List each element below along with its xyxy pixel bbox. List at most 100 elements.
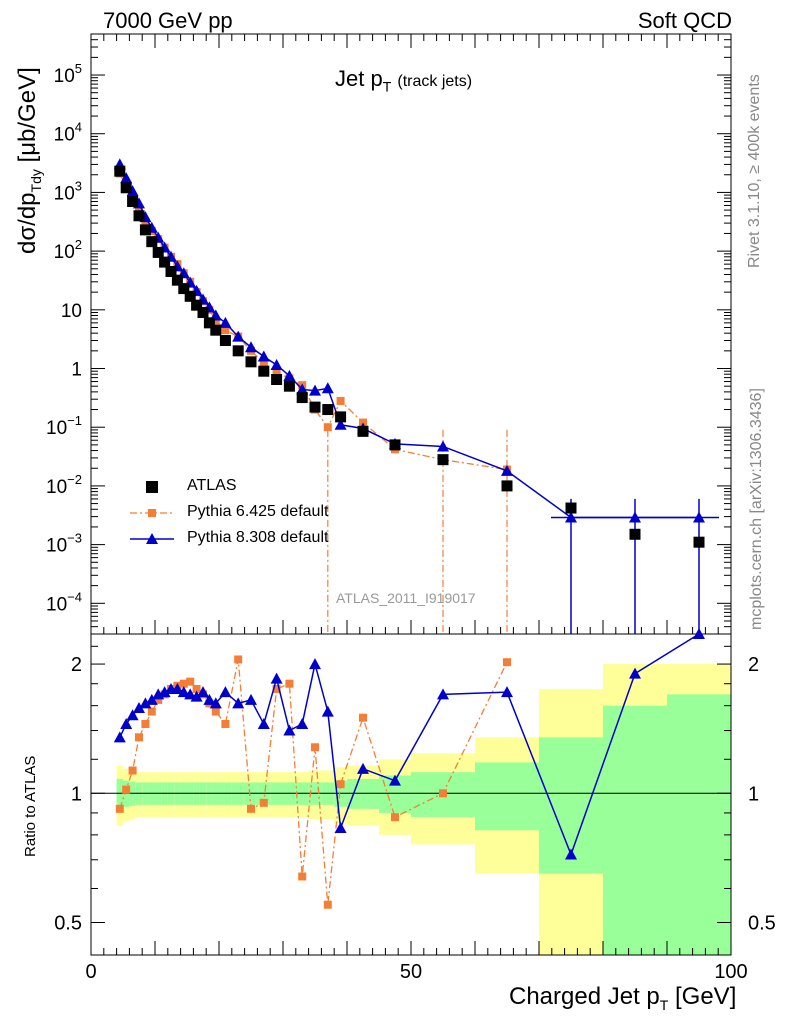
pythia6-point (336, 396, 345, 405)
pythia8-ratio-point (113, 731, 126, 743)
pythia6-ratio-point (115, 804, 124, 813)
pythia8-ratio-point (203, 693, 216, 705)
plot-title-extra: (track jets) (397, 73, 473, 90)
atlas-point (210, 324, 222, 336)
atlas-point (165, 265, 177, 277)
pythia8-ratio-point (437, 688, 449, 700)
pythia8-ratio-point (184, 688, 197, 700)
analysis-watermark: ATLAS_2011_I919017 (336, 590, 476, 606)
y-tick-label: 103 (54, 178, 82, 204)
pythia6-ratio-point (135, 733, 143, 742)
y-label-top-unit: [μb/GeV] (14, 67, 41, 163)
atlas-point (322, 404, 334, 416)
pythia8-ratio-point (321, 705, 334, 717)
pythia8-ratio-point (501, 686, 513, 698)
pythia6-ratio-point (141, 720, 150, 729)
atlas-point (271, 373, 283, 385)
atlas-point (203, 317, 215, 329)
pythia8-ratio-point (232, 697, 245, 709)
atlas-point (133, 210, 145, 222)
x-axis-label: Charged Jet pT [GeV] (509, 983, 736, 1013)
pythia6-ratio-point (186, 677, 195, 686)
rivet-version-text: Rivet 3.1.10, ≥ 400k events (746, 74, 763, 268)
y-tick-label: 1 (71, 360, 82, 381)
pythia6-point (211, 316, 220, 325)
pythia6-ratio-point (154, 695, 163, 704)
pythia6-point (323, 423, 332, 432)
pythia8-ratio-point (197, 686, 209, 698)
axis-ticks: 0 50 100 10−4 10−3 10−2 10−1 1 10 102 103 104 105 0.5… (46, 33, 776, 983)
pythia8-ratio-point (334, 822, 347, 834)
pythia8-ratio-point (190, 690, 203, 702)
plot-title-main: Jet p (335, 66, 383, 91)
pythia6-ratio-point (211, 707, 220, 716)
legend-markers (130, 481, 174, 544)
atlas-point (245, 356, 257, 368)
pythia8-ratio-point (145, 693, 158, 705)
pythia8-point (321, 382, 334, 394)
atlas-point (178, 283, 190, 295)
pythia8-ratio-point (629, 667, 641, 679)
pythia8-ratio-point (245, 693, 257, 705)
series-atlas (114, 165, 705, 548)
pythia8-point (334, 418, 347, 430)
pythia6-ratio-point (323, 900, 332, 909)
pythia8-ratio-point (219, 686, 232, 698)
y-tick-label-right: 1 (748, 783, 759, 805)
pythia8-point (437, 440, 449, 452)
pythia6-ratio-point (285, 679, 294, 688)
atlas-point (146, 236, 158, 248)
pythia8-point (232, 330, 245, 342)
y-axis-label-bottom: Ratio to ATLAS (22, 755, 39, 857)
x-tick-label: 50 (400, 961, 422, 983)
atlas-point (184, 290, 196, 302)
pythia8-point (501, 464, 513, 476)
x-tick-label: 0 (85, 961, 96, 983)
header-right: Soft QCD (637, 8, 732, 33)
pythia8-point (126, 185, 139, 197)
pythia6-ratio-point (192, 684, 201, 693)
atlas-point (197, 307, 209, 319)
pythia8-point (120, 172, 133, 184)
pythia8-ratio-point (126, 709, 139, 721)
atlas-point (693, 536, 705, 548)
pythia6-ratio-point (311, 743, 319, 752)
pythia8-ratio-point (158, 686, 171, 698)
pythia8-line-top (119, 164, 699, 519)
atlas-point (114, 165, 126, 177)
y-tick-label: 10−2 (46, 472, 82, 498)
legend-marker-pythia6 (148, 509, 156, 517)
pythia6-ratio-point (122, 785, 131, 794)
pythia8-ratio-point (693, 628, 705, 639)
atlas-point (629, 528, 641, 540)
y-tick-label: 0.5 (54, 912, 82, 934)
pythia8-ratio-point (133, 702, 145, 714)
band-inner (603, 705, 667, 955)
pythia6-ratio-point (234, 655, 243, 664)
atlas-point (159, 256, 171, 268)
atlas-point (232, 345, 244, 357)
pythia8-point (283, 369, 296, 381)
pythia8-ratio-point (120, 718, 133, 730)
y-tick-label: 10 (61, 301, 82, 322)
pythia8-point (219, 316, 232, 328)
atlas-point (127, 196, 139, 208)
atlas-point (357, 425, 369, 437)
legend-marker-atlas (146, 481, 158, 493)
atlas-point (309, 401, 321, 413)
plot-title-sub: T (382, 78, 392, 95)
pythia8-ratio-point (270, 672, 283, 684)
atlas-point (171, 274, 183, 286)
atlas-point (335, 411, 347, 423)
pythia6-ratio-point (439, 789, 447, 798)
pythia6-ratio-point (179, 679, 188, 688)
y-tick-label: 10−1 (46, 413, 82, 439)
atlas-point (258, 365, 270, 377)
legend-label-pythia6: Pythia 6.425 default (187, 503, 329, 520)
band-inner (116, 778, 123, 809)
band-inner (475, 762, 539, 831)
y-tick-label: 2 (71, 654, 82, 676)
y-tick-label: 10−4 (46, 589, 82, 615)
plot-title: Jet pT (track jets) (335, 66, 472, 94)
